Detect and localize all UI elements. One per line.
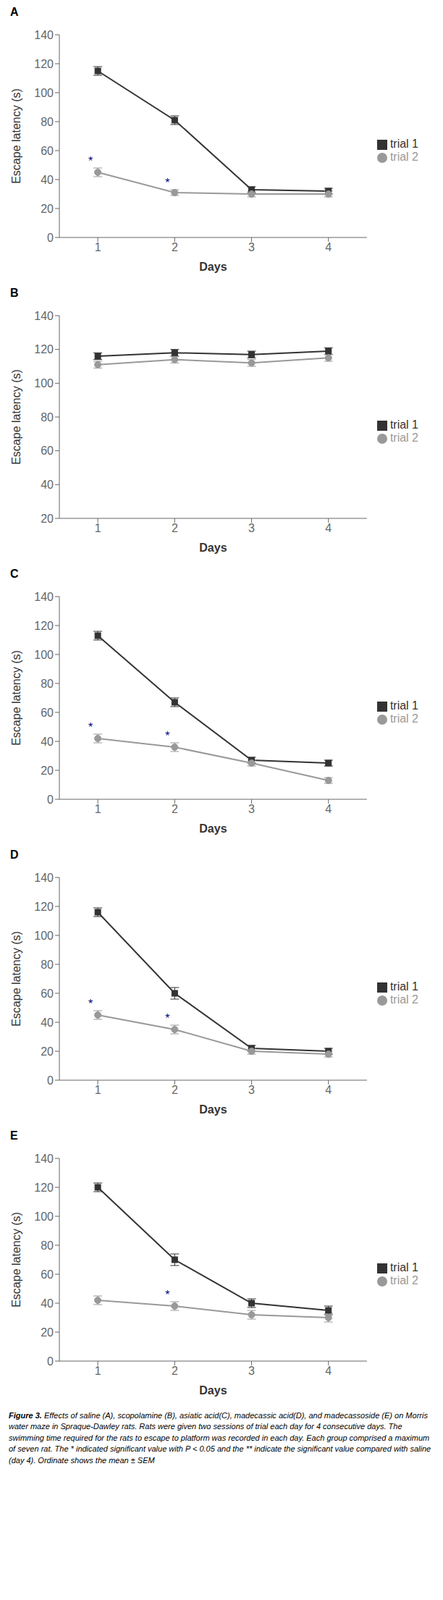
svg-text:120: 120 [34,343,54,356]
svg-text:40: 40 [40,1297,54,1310]
svg-text:40: 40 [40,173,54,187]
svg-text:1: 1 [94,521,102,535]
svg-text:0: 0 [47,793,54,806]
html-text:trial 2: trial 2 [390,993,419,1006]
svg-text:80: 80 [40,115,54,129]
svg-text:20: 20 [40,1326,54,1339]
svg-text:Days: Days [199,822,227,835]
svg-text:20: 20 [40,764,54,777]
svg-text:100: 100 [34,929,54,942]
svg-text:Escape latency (s): Escape latency (s) [10,650,23,746]
html-text:E: E [10,1129,18,1142]
svg-text:1: 1 [94,802,102,816]
svg-text:20: 20 [40,202,54,215]
svg-text:*: * [88,154,93,168]
svg-text:4: 4 [325,802,332,816]
html-text:trial 1: trial 1 [390,980,419,993]
svg-text:Days: Days [199,1384,227,1397]
svg-text:140: 140 [34,28,54,42]
svg-text:*: * [165,1011,170,1025]
svg-text:120: 120 [34,619,54,632]
svg-text:140: 140 [34,871,54,884]
svg-text:3: 3 [248,241,255,254]
svg-text:Days: Days [199,1103,227,1116]
svg-text:60: 60 [40,706,54,719]
svg-text:Escape latency (s): Escape latency (s) [10,1211,23,1308]
svg-text:*: * [165,729,170,742]
svg-text:20: 20 [40,1045,54,1058]
html-text:A: A [10,5,19,19]
svg-text:3: 3 [248,1083,255,1096]
svg-text:*: * [165,1288,170,1301]
svg-text:2: 2 [171,1364,179,1377]
svg-text:80: 80 [40,411,54,424]
svg-text:40: 40 [40,478,54,491]
svg-text:3: 3 [248,802,255,816]
svg-text:0: 0 [47,231,54,244]
html-text:D: D [10,848,19,861]
svg-text:140: 140 [34,309,54,323]
svg-text:Escape latency (s): Escape latency (s) [10,930,23,1027]
svg-text:60: 60 [40,444,54,457]
svg-text:2: 2 [171,521,179,535]
svg-text:*: * [88,720,93,734]
svg-text:120: 120 [34,900,54,913]
svg-text:100: 100 [34,1210,54,1223]
html-text:trial 1: trial 1 [390,1260,419,1274]
svg-text:*: * [88,997,93,1010]
html-text:C: C [10,567,19,580]
svg-text:120: 120 [34,1181,54,1194]
svg-text:4: 4 [325,241,332,254]
svg-text:Days: Days [199,541,227,554]
svg-text:2: 2 [171,241,179,254]
svg-text:100: 100 [34,377,54,390]
html-text:trial 1: trial 1 [390,418,419,431]
svg-text:1: 1 [94,1083,102,1096]
svg-text:2: 2 [171,802,179,816]
html-text:Figure 3. Effects of saline (A: Figure 3. Effects of saline (A), scopola… [8,1410,434,1465]
html-text:trial 1: trial 1 [390,699,419,712]
svg-text:60: 60 [40,144,54,158]
svg-text:0: 0 [47,1355,54,1368]
svg-text:4: 4 [325,521,332,535]
svg-text:4: 4 [325,1083,332,1096]
svg-text:60: 60 [40,987,54,1000]
svg-text:1: 1 [94,1364,102,1377]
svg-text:120: 120 [34,57,54,71]
svg-text:80: 80 [40,677,54,690]
html-text:trial 1: trial 1 [390,137,419,150]
svg-text:140: 140 [34,590,54,603]
svg-text:3: 3 [248,1364,255,1377]
svg-text:Escape latency (s): Escape latency (s) [10,369,23,465]
svg-text:Escape latency (s): Escape latency (s) [10,88,23,184]
svg-text:0: 0 [47,1074,54,1087]
html-text:B: B [10,286,19,299]
html-text:trial 2: trial 2 [390,1273,419,1287]
svg-text:*: * [165,176,170,189]
svg-text:40: 40 [40,1016,54,1029]
svg-text:100: 100 [34,648,54,661]
svg-text:140: 140 [34,1152,54,1165]
svg-text:3: 3 [248,521,255,535]
html-text:trial 2: trial 2 [390,712,419,725]
svg-text:40: 40 [40,735,54,748]
svg-text:80: 80 [40,958,54,971]
svg-text:4: 4 [325,1364,332,1377]
svg-text:2: 2 [171,1083,179,1096]
svg-text:100: 100 [34,86,54,100]
html-text:trial 2: trial 2 [390,431,419,444]
svg-text:Days: Days [199,260,227,273]
svg-text:60: 60 [40,1268,54,1281]
html-text:trial 2: trial 2 [390,150,419,163]
svg-text:1: 1 [94,241,102,254]
svg-text:80: 80 [40,1239,54,1252]
svg-text:20: 20 [40,512,54,525]
